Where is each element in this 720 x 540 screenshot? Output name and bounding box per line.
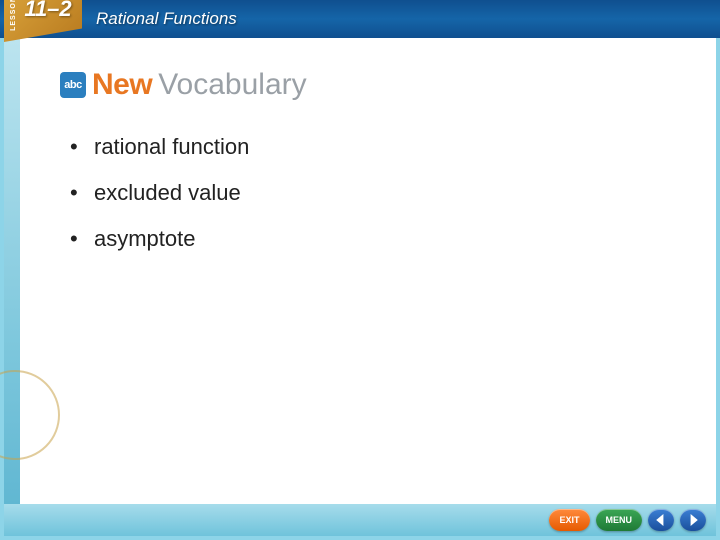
exit-button[interactable]: EXIT [549, 509, 589, 531]
lesson-badge: LESSON 11–2 [4, 0, 82, 42]
next-button[interactable] [680, 509, 706, 531]
lesson-label: LESSON [10, 0, 17, 31]
footer-bar: EXIT MENU [4, 504, 716, 536]
lesson-number: 11–2 [24, 0, 71, 22]
arrow-left-icon [655, 514, 667, 526]
prev-button[interactable] [648, 509, 674, 531]
header-title: Rational Functions [96, 9, 237, 29]
menu-button[interactable]: MENU [596, 509, 643, 531]
left-decorative-strip [4, 38, 20, 536]
slide-frame [0, 0, 720, 540]
header-bar: LESSON 11–2 Rational Functions [0, 0, 720, 38]
arrow-right-icon [687, 514, 699, 526]
